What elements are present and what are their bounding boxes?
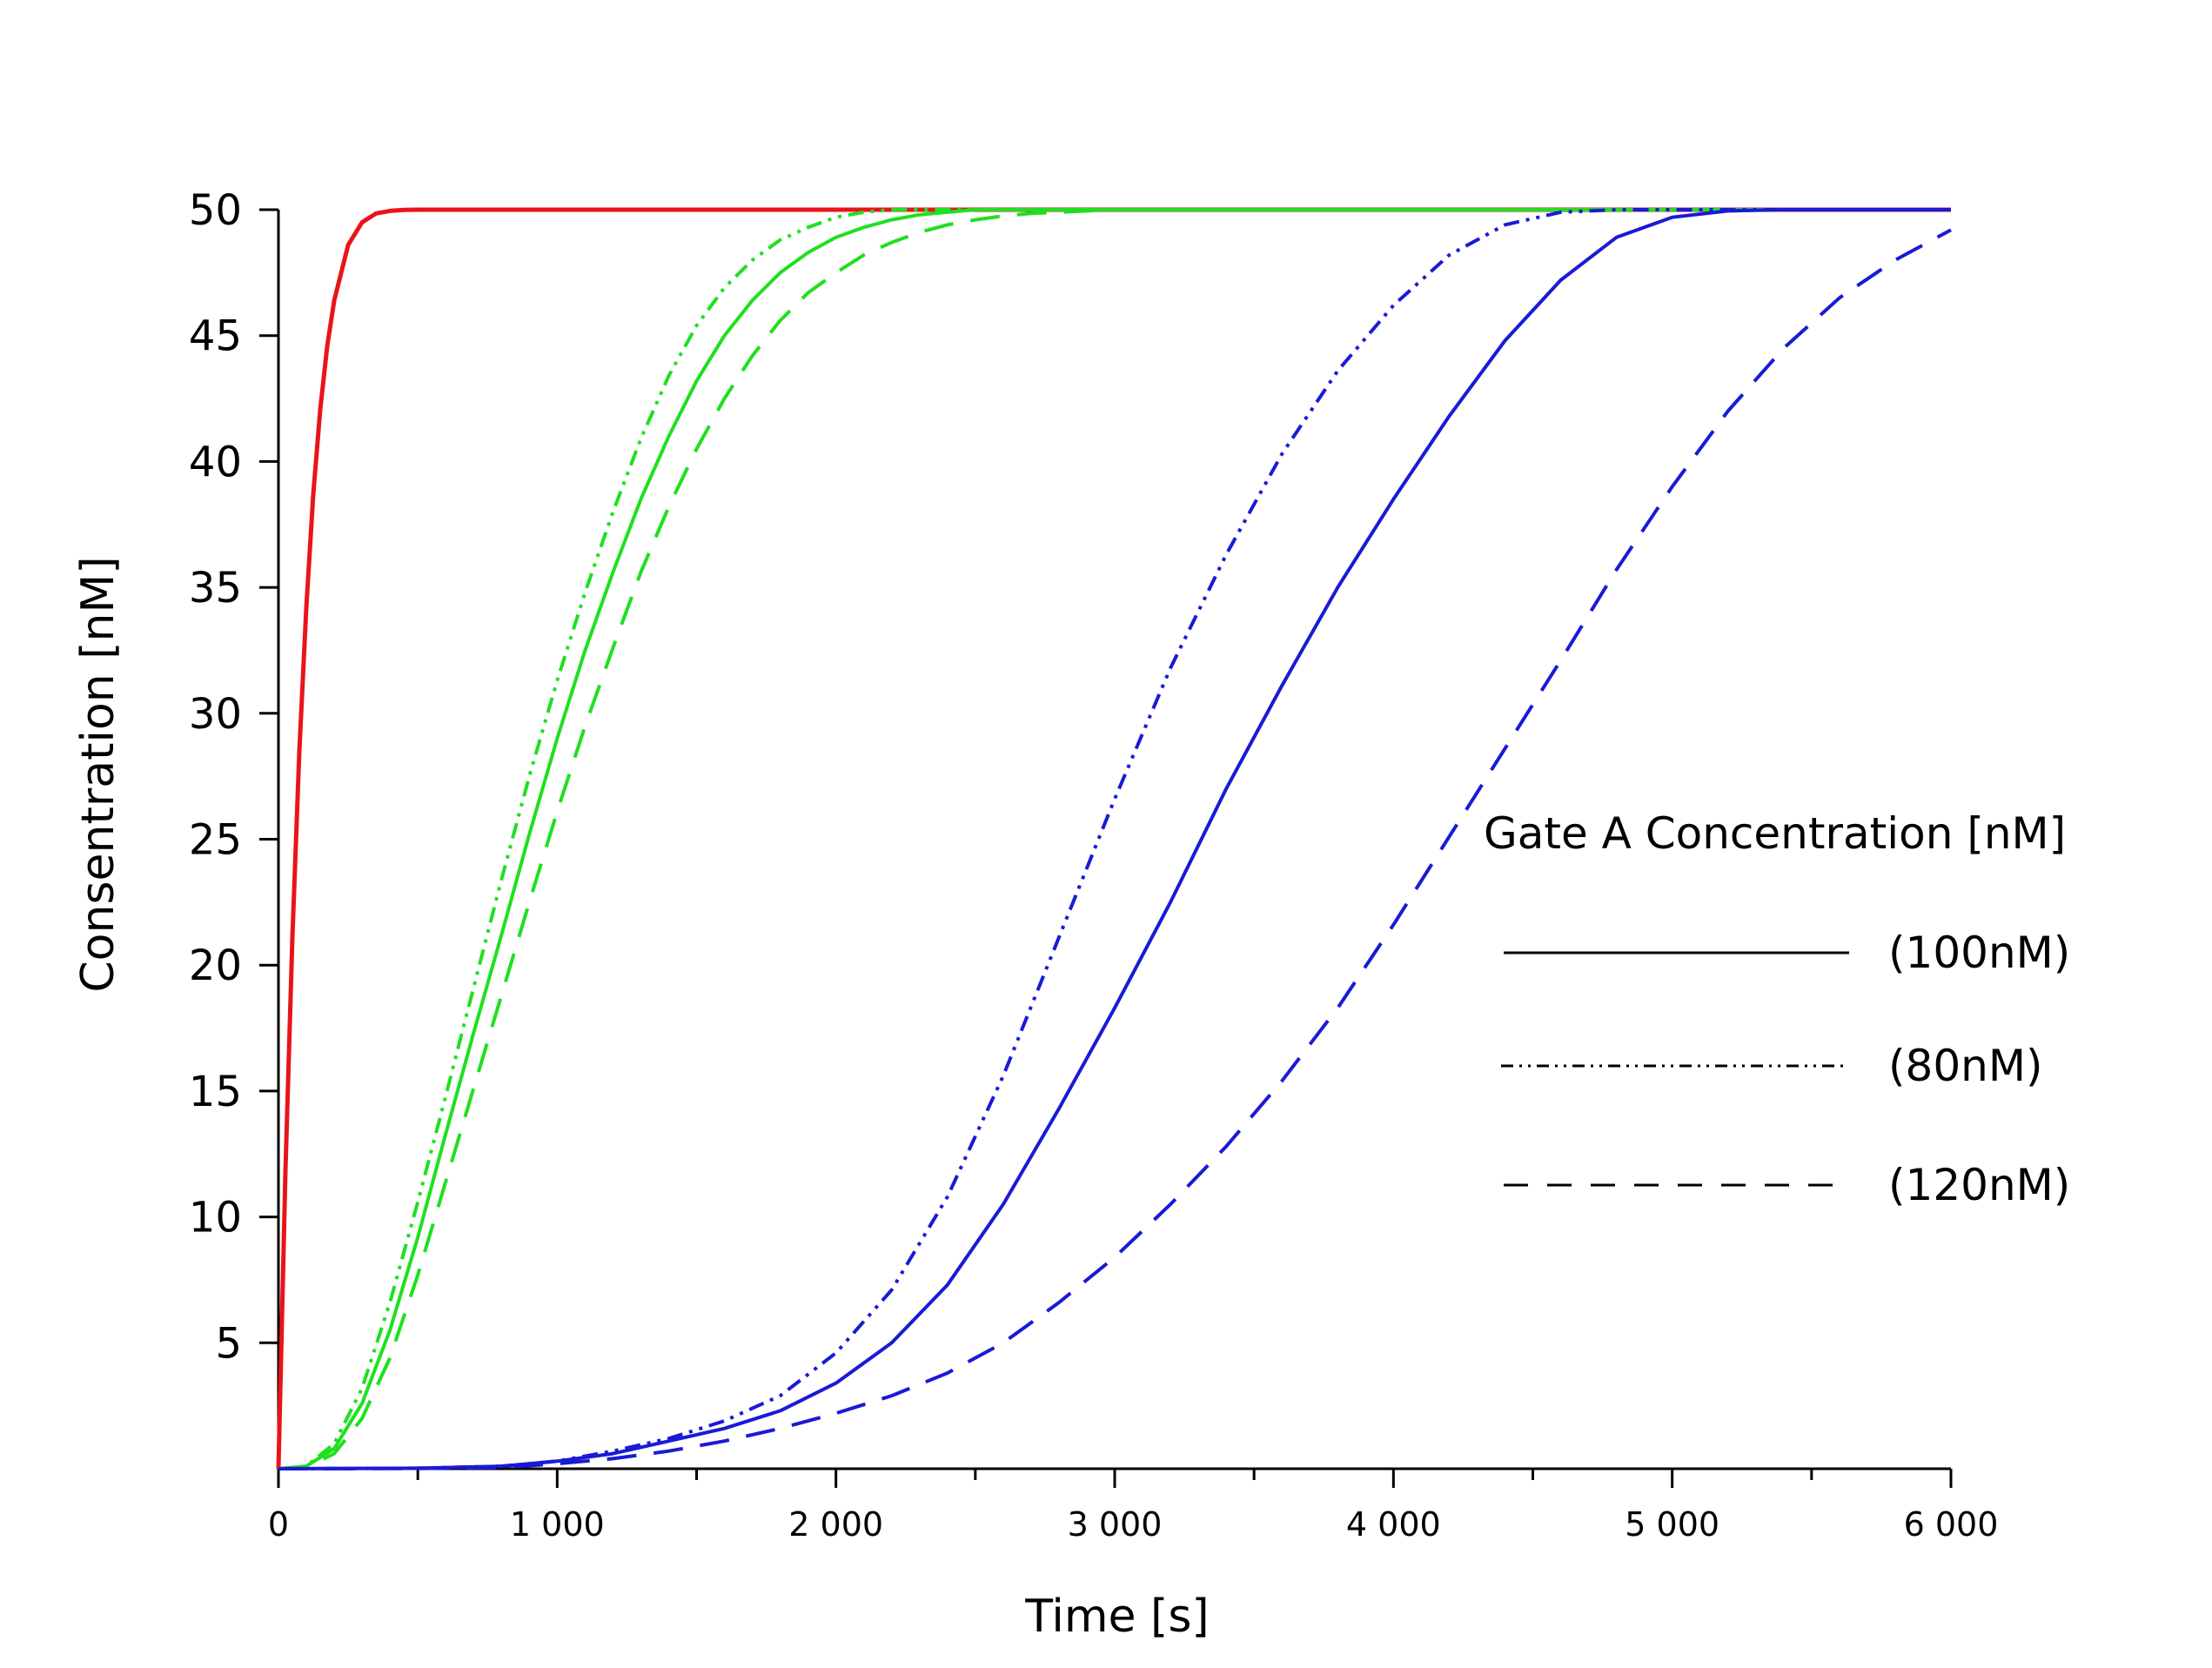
y-axis-label: Consentration [nM]: [72, 556, 124, 992]
legend-entry-100nm: (100nM): [1504, 928, 2070, 978]
x-axis-label: Time [s]: [1024, 1591, 1209, 1643]
x-tick-label: 3 000: [1068, 1505, 1163, 1544]
x-tick-label: 0: [268, 1505, 289, 1544]
y-tick-label: 20: [189, 941, 242, 990]
axes: 0 1 000 2 000 3 000 4 000 5 000 6 000 5 10 15 20 2…: [189, 186, 1998, 1544]
legend-label: (120nM): [1888, 1160, 2070, 1210]
legend-label: (100nM): [1888, 928, 2070, 978]
y-tick-label: 10: [189, 1194, 242, 1243]
x-tick-label: 1 000: [510, 1505, 605, 1544]
y-tick-label: 40: [189, 438, 242, 486]
y-ticks: 5 10 15 20 25 30 35 40 45 50: [189, 186, 278, 1368]
x-ticks: 0 1 000 2 000 3 000 4 000 5 000 6 000: [268, 1469, 1998, 1544]
series-line: [276, 207, 1951, 1470]
legend-entry-120nm: (120nM): [1504, 1160, 2070, 1210]
x-tick-label: 5 000: [1625, 1505, 1719, 1544]
series-line: [278, 208, 1951, 1470]
series-line: [278, 208, 1951, 1470]
y-tick-label: 15: [189, 1068, 242, 1116]
y-tick-label: 50: [189, 186, 242, 235]
legend-label: (80nM): [1888, 1041, 2042, 1091]
legend-title: Gate A Concentration [nM]: [1484, 808, 2066, 859]
y-tick-label: 30: [189, 690, 242, 739]
y-tick-label: 35: [189, 564, 242, 613]
y-tick-label: 5: [215, 1319, 242, 1368]
legend-entry-80nm: (80nM): [1501, 1041, 2042, 1091]
series-group: [276, 207, 1952, 1470]
x-tick-label: 6 000: [1904, 1505, 1999, 1544]
y-tick-label: 25: [189, 816, 242, 865]
y-tick-label: 45: [189, 312, 242, 361]
series-line: [278, 208, 1951, 1470]
series-line: [278, 228, 1952, 1470]
legend: Gate A Concentration [nM] (100nM) (80nM)…: [1484, 808, 2070, 1210]
series-line: [278, 208, 1951, 1470]
x-tick-label: 2 000: [788, 1505, 883, 1544]
x-tick-label: 4 000: [1346, 1505, 1441, 1544]
